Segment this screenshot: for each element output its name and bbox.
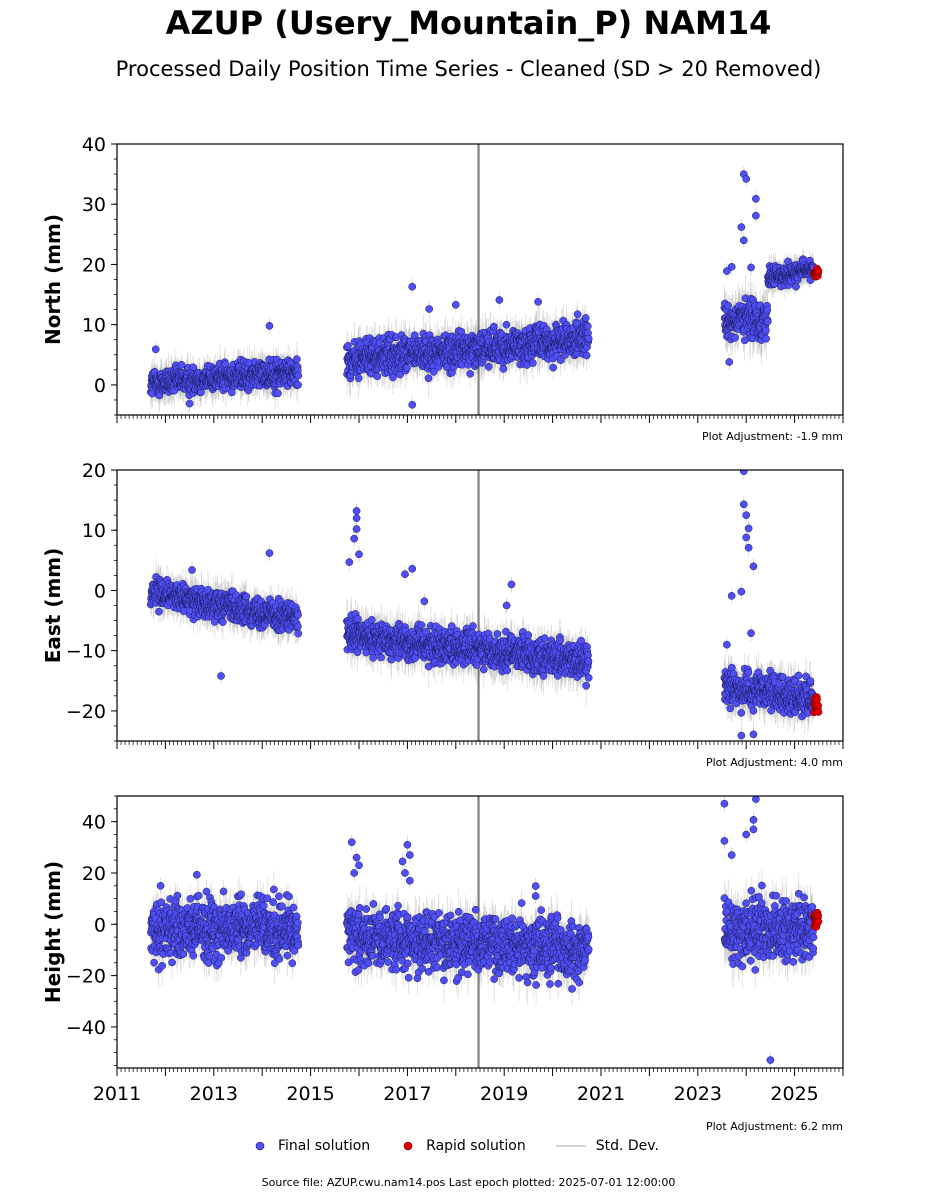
y-axis-label: North (mm)	[41, 214, 65, 345]
panel-1: 0 10 20 30 40 North (mm) Plot Adjustment: -1.9…	[41, 134, 844, 443]
final-point	[556, 356, 565, 364]
y-tick-label: 30	[82, 194, 106, 216]
final-point	[529, 359, 537, 367]
final-point	[389, 373, 397, 382]
y-tick-label: 0	[94, 375, 106, 397]
data-points	[147, 170, 823, 409]
final-point	[731, 333, 739, 342]
y-tick-label: 40	[82, 134, 106, 156]
chart-subtitle: Processed Daily Position Time Series - C…	[115, 57, 822, 81]
y-tick-label: 20	[82, 254, 106, 276]
outlier-point	[752, 211, 760, 220]
outlier-point	[727, 263, 736, 271]
outlier-point	[737, 223, 746, 231]
outlier-point	[408, 282, 417, 291]
final-point	[294, 371, 303, 380]
final-point	[490, 322, 498, 331]
final-point	[354, 374, 363, 383]
outlier-point	[534, 297, 542, 306]
outlier-point	[725, 358, 734, 366]
plot-area	[147, 470, 823, 741]
final-point	[343, 342, 352, 350]
final-point	[549, 363, 558, 372]
final-point	[763, 306, 772, 314]
final-point	[402, 364, 411, 372]
y-tick-label: 10	[82, 315, 106, 337]
outlier-point	[742, 175, 751, 183]
final-point	[763, 317, 772, 326]
final-point	[294, 381, 302, 389]
final-point	[573, 310, 582, 319]
outlier-point	[752, 194, 760, 203]
outlier-point	[408, 400, 417, 409]
outlier-point	[739, 236, 748, 245]
outlier-point	[495, 296, 504, 304]
final-point	[792, 282, 800, 291]
final-point	[177, 360, 186, 369]
plot-area	[147, 144, 823, 415]
final-point	[466, 370, 475, 378]
final-point	[762, 326, 770, 335]
outlier-point	[451, 300, 460, 309]
final-point	[274, 389, 282, 398]
final-point	[457, 327, 466, 336]
final-point	[581, 314, 590, 322]
final-point	[499, 364, 508, 373]
final-point	[502, 320, 511, 329]
final-point	[724, 301, 732, 310]
final-point	[484, 362, 493, 371]
rapid-point	[814, 267, 823, 275]
final-point	[429, 368, 438, 376]
final-point	[582, 351, 591, 360]
outlier-point	[425, 305, 434, 313]
final-point	[584, 334, 593, 343]
final-point	[424, 374, 433, 383]
plot-adjustment-note: Plot Adjustment: -1.9 mm	[702, 430, 843, 443]
final-point	[410, 331, 419, 340]
outlier-point	[151, 345, 160, 354]
final-point	[583, 322, 592, 331]
final-point	[762, 334, 770, 343]
final-point	[373, 372, 382, 381]
outlier-point	[747, 263, 755, 272]
chart-title: AZUP (Usery_Mountain_P) NAM14	[165, 4, 772, 42]
outlier-point	[185, 399, 194, 408]
final-point	[293, 355, 301, 364]
outlier-point	[722, 267, 731, 275]
outlier-point	[265, 322, 274, 330]
